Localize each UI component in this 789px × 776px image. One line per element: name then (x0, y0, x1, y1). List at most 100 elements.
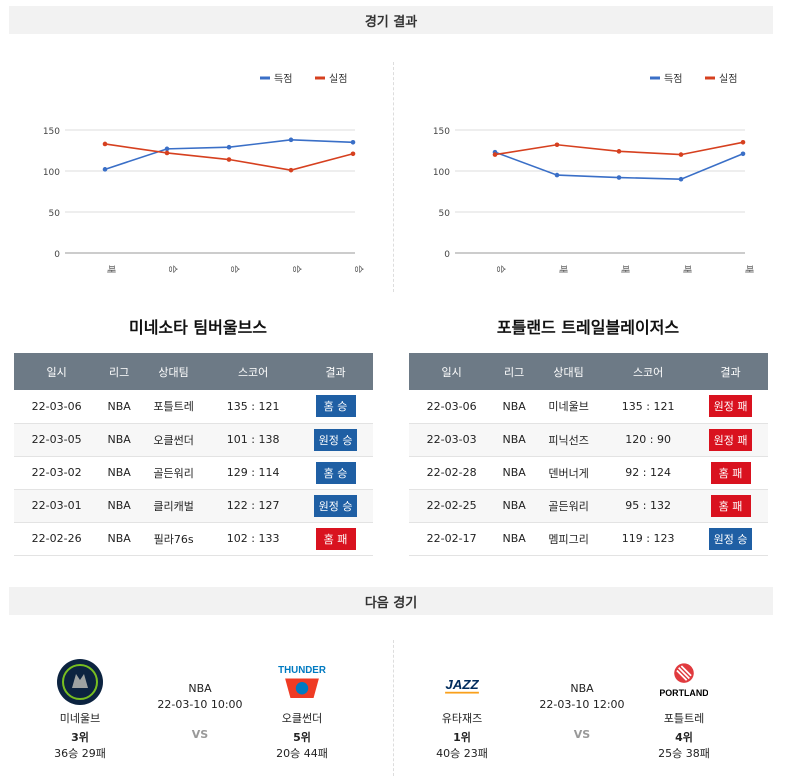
league-label: NBA (570, 682, 594, 695)
x-tick-label: 패 (557, 265, 568, 273)
game-result: 홈 패 (693, 456, 768, 490)
team2-title: 포틀랜드 트레일블레이저스 (496, 318, 680, 337)
match-datetime: 22-03-10 12:00 (539, 698, 625, 711)
legend-label: 득점 (664, 73, 682, 85)
table-row: 22-03-02 NBA 골든워리 129 : 114 홈 승 (14, 456, 373, 490)
y-tick-label: 50 (49, 209, 61, 219)
game-opponent: 미네울브 (534, 390, 604, 424)
timberwolves-logo-icon (56, 658, 104, 706)
y-tick-label: 0 (444, 250, 450, 260)
game-league: NBA (494, 390, 535, 424)
game-result: 홈 승 (298, 390, 373, 424)
col-date: 일시 (409, 353, 495, 390)
game-league: NBA (494, 423, 535, 457)
vs-label: VS (191, 728, 209, 741)
team1-recent-games-table: 일시 리그 상대팀 스코어 결과 22-03-06 NBA 포틀트레 135 : 12… (14, 353, 373, 556)
col-result: 결과 (693, 353, 768, 390)
match-datetime: 22-03-10 10:00 (157, 698, 243, 711)
game-opponent: 골든워리 (534, 489, 604, 523)
game-date: 22-03-06 (14, 390, 100, 424)
game-score: 101 : 138 (208, 423, 299, 457)
game-date: 22-03-06 (409, 390, 495, 424)
data-point (554, 142, 560, 148)
legend-label: 실점 (719, 73, 737, 85)
data-point (288, 137, 294, 143)
game-opponent: 골든워리 (139, 456, 209, 490)
x-tick-label: 패 (105, 265, 116, 273)
team-name: 유타재즈 (441, 712, 483, 725)
chart-divider (393, 62, 394, 292)
next-game-card: 미네울브 3위 36승 29패 NBA 22-03-10 10:00 VS TH… (30, 640, 370, 770)
y-tick-label: 0 (54, 250, 60, 260)
data-point (226, 157, 232, 162)
game-date: 22-03-03 (409, 423, 495, 457)
game-opponent: 필라76s (139, 522, 209, 556)
result-badge: 원정 승 (313, 494, 358, 517)
team-record: 40승 23패 (436, 747, 488, 760)
game-opponent: 멤피그리 (534, 522, 604, 556)
data-point (102, 141, 108, 147)
x-tick-label: 패 (681, 265, 692, 273)
game-result: 홈 패 (298, 522, 373, 556)
game-date: 22-03-01 (14, 489, 100, 523)
result-badge: 홈 승 (315, 395, 356, 418)
match-info: NBA 22-03-10 10:00 (150, 682, 250, 711)
line-chart-svg: 0 50 100 150 패 승 승 승 승 득점 실점 (43, 73, 364, 273)
results-section-header: 경기 결과 (9, 6, 773, 34)
game-result: 원정 패 (693, 423, 768, 457)
game-league: NBA (99, 390, 140, 424)
game-result: 홈 패 (693, 489, 768, 523)
game-league: NBA (99, 456, 140, 490)
thunder-logo-icon: THUNDER (278, 658, 326, 706)
game-league: NBA (494, 456, 535, 490)
data-point (288, 167, 294, 173)
y-tick-label: 150 (433, 127, 450, 137)
y-tick-label: 50 (439, 209, 451, 219)
result-badge: 홈 패 (710, 494, 751, 517)
game-score: 122 : 127 (208, 489, 299, 523)
away-team: PORTLAND 포틀트레 4위 25승 38패 (634, 658, 734, 761)
table-row: 22-02-17 NBA 멤피그리 119 : 123 원정 승 (409, 522, 768, 556)
jazz-logo-text: JAZZ (445, 677, 479, 692)
game-result: 원정 승 (298, 423, 373, 457)
team-rank: 5위 (293, 731, 311, 744)
game-date: 22-03-05 (14, 423, 100, 457)
game-league: NBA (99, 423, 140, 457)
legend-label: 실점 (329, 73, 347, 85)
data-point (740, 151, 746, 157)
result-badge: 홈 패 (710, 461, 751, 484)
data-point (678, 176, 684, 182)
col-result: 결과 (298, 353, 373, 390)
data-point (492, 152, 498, 157)
game-score: 129 : 114 (208, 456, 299, 490)
team-record: 36승 29패 (54, 747, 106, 760)
team-name: 포틀트레 (663, 712, 705, 725)
game-date: 22-02-17 (409, 522, 495, 556)
league-label: NBA (188, 682, 212, 695)
team-rank: 3위 (71, 731, 89, 744)
y-tick-label: 100 (433, 168, 450, 178)
team-record: 25승 38패 (658, 747, 710, 760)
game-score: 102 : 133 (208, 522, 299, 556)
portland-logo-text: PORTLAND (660, 688, 708, 698)
result-badge: 홈 패 (315, 527, 356, 550)
game-league: NBA (99, 489, 140, 523)
data-point (102, 167, 108, 172)
result-badge: 홈 승 (315, 461, 356, 484)
col-score: 스코어 (208, 353, 299, 390)
team1-title: 미네소타 팀버울브스 (128, 318, 268, 337)
game-score: 135 : 121 (603, 390, 694, 424)
x-tick-label: 패 (743, 265, 754, 273)
data-point (164, 146, 170, 152)
match-info: NBA 22-03-10 12:00 (532, 682, 632, 711)
x-tick-label: 승 (495, 265, 506, 273)
table-row: 22-03-01 NBA 클리캐벌 122 : 127 원정 승 (14, 489, 373, 523)
away-team: THUNDER 오클썬더 5위 20승 44패 (252, 658, 352, 761)
trailblazers-logo-icon: PORTLAND (660, 658, 708, 706)
thunder-logo-text: THUNDER (278, 665, 326, 676)
game-result: 원정 패 (693, 390, 768, 424)
game-opponent: 클리캐벌 (139, 489, 209, 523)
next-game-section-header: 다음 경기 (9, 587, 773, 615)
table-row: 22-03-03 NBA 피닉선즈 120 : 90 원정 패 (409, 423, 768, 457)
game-date: 22-02-26 (14, 522, 100, 556)
